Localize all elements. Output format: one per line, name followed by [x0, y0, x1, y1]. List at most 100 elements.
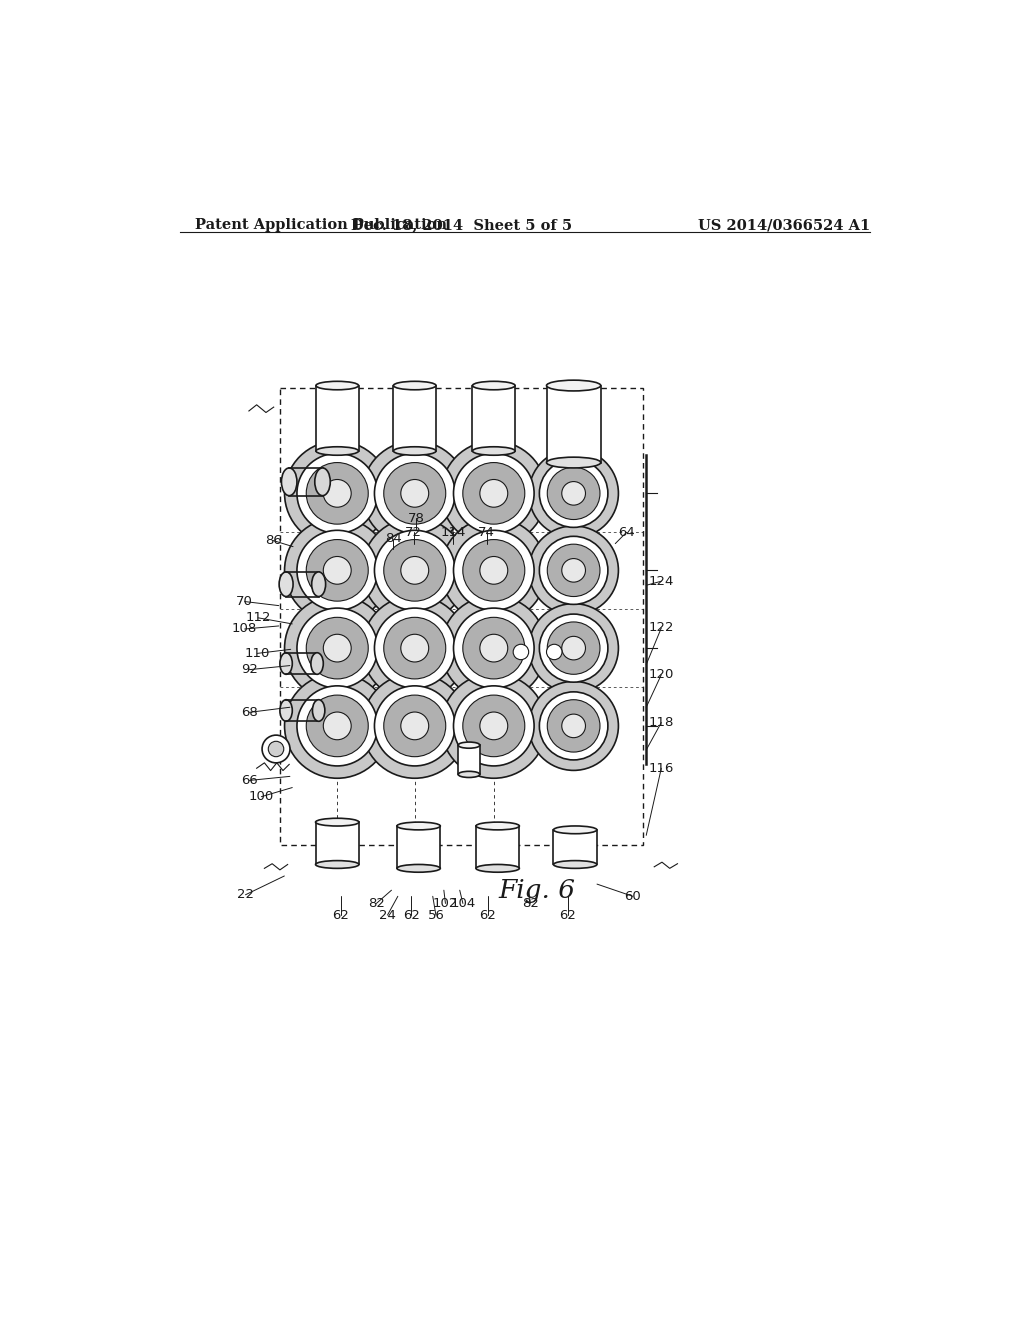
Circle shape [441, 441, 547, 545]
Text: 56: 56 [427, 908, 444, 921]
Text: Dec. 18, 2014  Sheet 5 of 5: Dec. 18, 2014 Sheet 5 of 5 [351, 218, 571, 232]
Circle shape [540, 692, 608, 760]
Ellipse shape [472, 446, 515, 455]
Text: 82: 82 [522, 896, 539, 909]
Text: 92: 92 [241, 663, 258, 676]
Text: 66: 66 [241, 774, 258, 787]
Text: 64: 64 [618, 525, 635, 539]
Circle shape [362, 517, 467, 623]
Circle shape [297, 609, 378, 688]
Ellipse shape [315, 861, 359, 869]
Circle shape [528, 681, 618, 771]
Circle shape [297, 453, 378, 533]
Circle shape [324, 635, 351, 663]
Text: 120: 120 [648, 668, 674, 681]
Ellipse shape [314, 469, 331, 496]
Text: 22: 22 [237, 888, 254, 902]
Circle shape [285, 595, 390, 701]
Circle shape [528, 603, 618, 693]
Circle shape [362, 595, 467, 701]
Circle shape [463, 618, 524, 678]
Circle shape [297, 531, 378, 610]
Text: 116: 116 [648, 762, 674, 775]
Ellipse shape [312, 700, 325, 721]
Circle shape [540, 459, 608, 528]
Circle shape [384, 696, 445, 756]
Ellipse shape [547, 380, 601, 391]
Circle shape [306, 540, 369, 601]
Bar [547, 385, 601, 462]
Text: 78: 78 [408, 512, 425, 525]
Circle shape [324, 479, 351, 507]
Circle shape [375, 686, 455, 766]
Circle shape [285, 441, 390, 545]
Bar [458, 744, 480, 775]
Ellipse shape [458, 771, 480, 777]
Circle shape [513, 644, 528, 660]
Text: 122: 122 [648, 622, 674, 635]
Circle shape [454, 609, 535, 688]
Circle shape [375, 531, 455, 610]
Circle shape [306, 618, 369, 678]
Text: 24: 24 [379, 908, 396, 921]
Ellipse shape [393, 381, 436, 389]
Ellipse shape [458, 742, 480, 748]
Circle shape [547, 467, 600, 520]
Circle shape [362, 441, 467, 545]
Text: 114: 114 [440, 525, 466, 539]
Ellipse shape [554, 861, 597, 869]
Circle shape [324, 557, 351, 585]
Text: 112: 112 [246, 611, 271, 624]
Text: 60: 60 [625, 890, 641, 903]
Circle shape [400, 635, 429, 663]
Ellipse shape [472, 381, 515, 389]
Text: 100: 100 [249, 791, 274, 803]
Circle shape [384, 618, 445, 678]
Text: 70: 70 [237, 595, 253, 609]
Circle shape [324, 711, 351, 739]
Circle shape [463, 696, 524, 756]
Bar [397, 826, 440, 869]
Circle shape [285, 517, 390, 623]
Ellipse shape [280, 572, 293, 597]
Text: 62: 62 [332, 908, 349, 921]
Circle shape [454, 686, 535, 766]
Text: 72: 72 [406, 525, 422, 539]
Text: 110: 110 [245, 647, 270, 660]
Circle shape [562, 482, 586, 506]
Circle shape [297, 686, 378, 766]
Ellipse shape [476, 822, 519, 830]
Circle shape [454, 453, 535, 533]
Circle shape [400, 479, 429, 507]
Bar [472, 385, 515, 451]
Bar [554, 830, 597, 865]
Ellipse shape [280, 700, 292, 721]
Circle shape [375, 609, 455, 688]
Circle shape [547, 700, 600, 752]
Ellipse shape [554, 826, 597, 834]
Circle shape [441, 673, 547, 779]
Circle shape [463, 540, 524, 601]
Ellipse shape [280, 653, 292, 675]
Bar [393, 385, 436, 451]
Circle shape [547, 622, 600, 675]
Text: Fig. 6: Fig. 6 [499, 878, 575, 903]
Text: 68: 68 [241, 706, 258, 719]
Circle shape [528, 449, 618, 537]
Circle shape [480, 557, 508, 585]
Circle shape [463, 462, 524, 524]
Circle shape [375, 453, 455, 533]
Circle shape [480, 635, 508, 663]
Ellipse shape [311, 572, 326, 597]
Text: 86: 86 [265, 535, 282, 546]
Ellipse shape [547, 457, 601, 469]
Circle shape [547, 544, 600, 597]
Circle shape [562, 636, 586, 660]
Text: 108: 108 [232, 623, 257, 635]
Ellipse shape [315, 818, 359, 826]
Text: 62: 62 [479, 908, 496, 921]
Bar [476, 826, 519, 869]
Circle shape [441, 595, 547, 701]
Circle shape [400, 711, 429, 739]
Circle shape [540, 536, 608, 605]
